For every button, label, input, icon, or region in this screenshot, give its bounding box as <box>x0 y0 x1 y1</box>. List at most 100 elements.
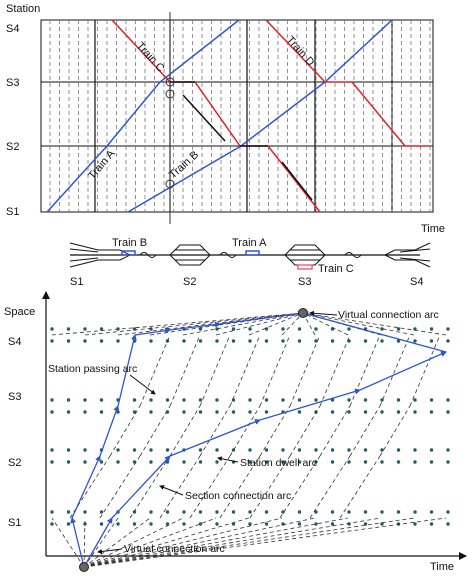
virtual-arc-sink <box>248 312 304 336</box>
section-s1-s2 <box>139 252 157 258</box>
section-arc <box>319 405 351 457</box>
network-node-dot <box>347 327 351 331</box>
section-arc <box>289 405 321 457</box>
track-label-train-a: Train A <box>232 237 267 249</box>
section-arc <box>319 334 351 407</box>
network-node-dot <box>248 448 252 452</box>
network-node-dot <box>281 339 285 343</box>
network-node-dot <box>50 327 54 331</box>
section-arc <box>289 334 321 407</box>
network-station-s3: S3 <box>8 391 21 403</box>
track-station-s1: S1 <box>70 276 83 288</box>
network-node-dot <box>347 448 351 452</box>
selected-path-arc <box>169 321 221 331</box>
network-node-dot <box>264 460 269 464</box>
virtual-arc-source <box>83 517 86 568</box>
train-d-path <box>265 19 429 147</box>
network-node-dot <box>83 339 87 343</box>
network-node-dot <box>264 522 269 526</box>
network-node-dot <box>264 510 269 514</box>
network-node-dot <box>446 522 450 526</box>
network-node-dot <box>314 522 318 526</box>
network-node-dot <box>132 510 137 514</box>
network-node-dot <box>50 510 54 514</box>
virtual-arc-source <box>83 517 217 568</box>
network-node-dot <box>281 510 285 514</box>
timetable-station-s4: S4 <box>6 23 19 35</box>
dashed-arcs <box>51 312 447 568</box>
network-node-dot <box>281 398 285 402</box>
network-node-dot <box>198 410 203 414</box>
network-node-dot <box>182 510 186 514</box>
network-node-dot <box>363 339 368 343</box>
network-node-dot <box>446 510 450 514</box>
network-node-dot <box>50 339 54 343</box>
network-node-dot <box>66 410 71 414</box>
network-node-dot <box>132 448 137 452</box>
track-station-s2: S2 <box>183 276 196 288</box>
network-node-dot <box>66 522 71 526</box>
network-station-s1: S1 <box>8 517 21 529</box>
network-node-dot <box>297 448 302 452</box>
network-node-dot <box>380 510 384 514</box>
network-node-dot <box>380 327 384 331</box>
network-node-dot <box>413 522 417 526</box>
network-node-dot <box>413 339 417 343</box>
network-node-dot <box>198 460 203 464</box>
timetable-frame <box>40 19 434 213</box>
network-node-dot <box>314 327 318 331</box>
network-node-dot <box>231 398 236 402</box>
annotation-virtual-connection-bottom: Virtual connection arc <box>124 543 225 555</box>
network-node-dot <box>248 327 252 331</box>
virtual-arc-sink <box>302 312 415 336</box>
virtual-arc-source <box>83 517 316 568</box>
train-b-path <box>127 19 393 213</box>
network-node-dot <box>396 339 401 343</box>
virtual-arc-source <box>83 517 382 568</box>
network-node-dot <box>248 510 252 514</box>
network-node-dot <box>116 339 120 343</box>
selected-path-arc <box>70 517 85 568</box>
network-node-dot <box>380 448 384 452</box>
network-node-dot <box>215 448 219 452</box>
network-node-dot <box>314 339 318 343</box>
network-node-dot <box>83 410 87 414</box>
network-node-dot <box>198 510 203 514</box>
space-time-network: Space Time S4 S3 S2 S1 Virtual connectio… <box>4 291 467 573</box>
conflict-marker-3 <box>165 179 175 189</box>
network-node-dot <box>297 398 302 402</box>
network-node-dot <box>99 460 104 464</box>
selected-path-arc <box>99 405 120 457</box>
label-train-c: Train C <box>134 40 167 75</box>
network-node-dot <box>380 522 384 526</box>
network-node-dot <box>198 448 203 452</box>
annotation-pointer-station-dwell <box>217 456 239 463</box>
network-node-dot <box>50 448 54 452</box>
network-node-dot <box>66 398 71 402</box>
track-station-s4: S4 <box>410 276 423 288</box>
network-station-s4: S4 <box>8 336 21 348</box>
virtual-source-node <box>79 562 89 572</box>
network-node-dot <box>347 460 351 464</box>
network-node-dot <box>231 327 236 331</box>
conflict-marker-2 <box>165 89 175 99</box>
network-node-dot <box>396 510 401 514</box>
annotation-station-dwell: Station dwell arc <box>240 457 317 469</box>
section-arc <box>99 455 141 519</box>
conflict-marker-1 <box>165 77 175 87</box>
network-node-dot <box>215 410 219 414</box>
network-node-dot <box>83 460 87 464</box>
annotation-pointer-section-connection <box>159 485 184 496</box>
label-train-d: Train D <box>284 34 317 69</box>
network-node-dot <box>132 410 137 414</box>
network-node-dot <box>446 339 450 343</box>
section-arc <box>379 405 411 457</box>
network-node-dot <box>182 398 186 402</box>
network-node-dot <box>165 448 170 452</box>
annotation-section-connection: Section connection arc <box>185 490 291 502</box>
network-node-dot <box>83 398 87 402</box>
network-node-dot <box>330 410 335 414</box>
network-x-title: Time <box>430 561 454 573</box>
network-node-dot <box>50 522 54 526</box>
